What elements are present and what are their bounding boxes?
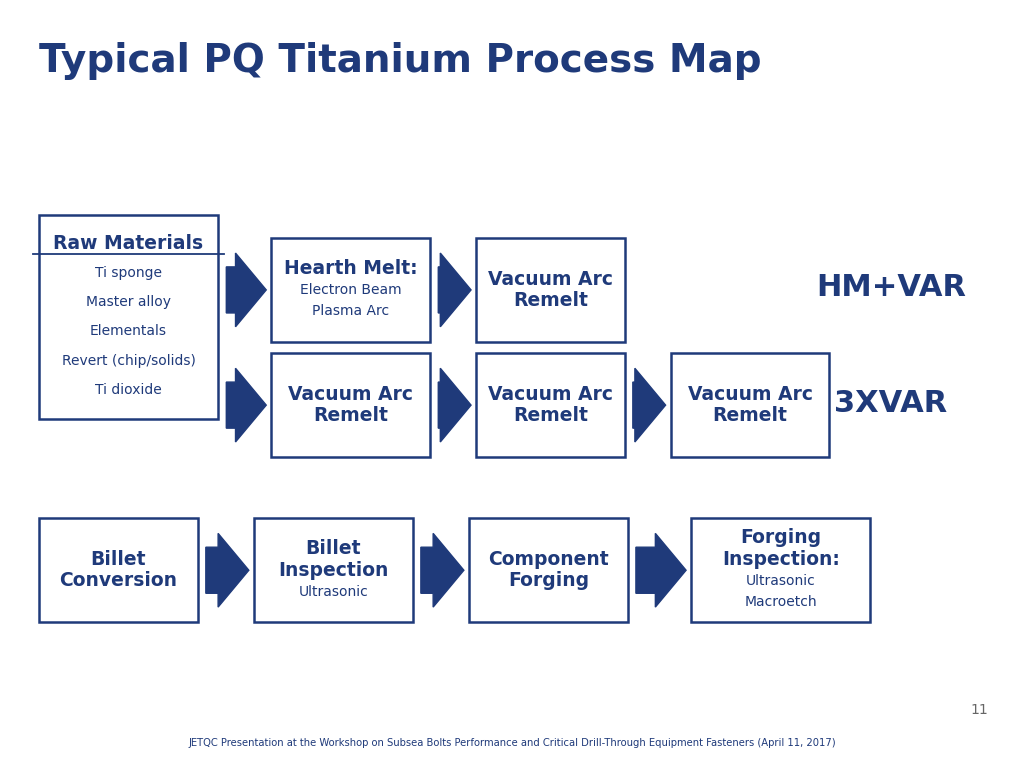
- Text: Macroetch: Macroetch: [744, 595, 817, 610]
- Text: Plasma Arc: Plasma Arc: [312, 304, 389, 319]
- Text: Conversion: Conversion: [59, 571, 177, 591]
- Text: Vacuum Arc: Vacuum Arc: [288, 385, 414, 404]
- FancyBboxPatch shape: [476, 353, 625, 457]
- Polygon shape: [421, 533, 464, 607]
- Text: Ti sponge: Ti sponge: [95, 266, 162, 280]
- Polygon shape: [633, 369, 666, 442]
- Text: Typical PQ Titanium Process Map: Typical PQ Titanium Process Map: [39, 42, 762, 80]
- Text: Master alloy: Master alloy: [86, 295, 171, 310]
- Text: Elementals: Elementals: [90, 324, 167, 339]
- Text: Vacuum Arc: Vacuum Arc: [487, 385, 613, 404]
- Text: Forging: Forging: [740, 528, 821, 548]
- Text: Forging: Forging: [508, 571, 589, 591]
- Text: Inspection:: Inspection:: [722, 550, 840, 569]
- Text: Remelt: Remelt: [513, 406, 588, 425]
- Text: JETQC Presentation at the Workshop on Subsea Bolts Performance and Critical Dril: JETQC Presentation at the Workshop on Su…: [188, 738, 836, 749]
- Text: Billet: Billet: [90, 550, 146, 569]
- Polygon shape: [206, 533, 249, 607]
- Text: Revert (chip/solids): Revert (chip/solids): [61, 353, 196, 368]
- Text: Component: Component: [488, 550, 608, 569]
- FancyBboxPatch shape: [691, 518, 870, 622]
- Text: 3XVAR: 3XVAR: [835, 389, 947, 418]
- Text: Remelt: Remelt: [313, 406, 388, 425]
- Text: Ultrasonic: Ultrasonic: [298, 584, 369, 599]
- FancyBboxPatch shape: [271, 238, 430, 342]
- Text: Remelt: Remelt: [513, 291, 588, 310]
- Polygon shape: [636, 533, 686, 607]
- Text: Electron Beam: Electron Beam: [300, 283, 401, 297]
- FancyBboxPatch shape: [469, 518, 628, 622]
- FancyBboxPatch shape: [476, 238, 625, 342]
- Text: Raw Materials: Raw Materials: [53, 234, 204, 253]
- Text: Remelt: Remelt: [713, 406, 787, 425]
- Text: Billet: Billet: [305, 539, 361, 558]
- Text: Inspection: Inspection: [279, 561, 388, 580]
- FancyBboxPatch shape: [254, 518, 413, 622]
- Text: Vacuum Arc: Vacuum Arc: [487, 270, 613, 289]
- Text: Ti dioxide: Ti dioxide: [95, 382, 162, 397]
- Text: 11: 11: [971, 703, 988, 717]
- Text: HM+VAR: HM+VAR: [816, 273, 966, 303]
- Polygon shape: [226, 369, 266, 442]
- Text: Vacuum Arc: Vacuum Arc: [687, 385, 813, 404]
- Text: Hearth Melt:: Hearth Melt:: [284, 259, 418, 278]
- FancyBboxPatch shape: [271, 353, 430, 457]
- Polygon shape: [226, 253, 266, 327]
- Polygon shape: [438, 253, 471, 327]
- FancyBboxPatch shape: [39, 215, 218, 419]
- Text: Ultrasonic: Ultrasonic: [745, 574, 816, 588]
- Polygon shape: [438, 369, 471, 442]
- FancyBboxPatch shape: [671, 353, 829, 457]
- FancyBboxPatch shape: [39, 518, 198, 622]
